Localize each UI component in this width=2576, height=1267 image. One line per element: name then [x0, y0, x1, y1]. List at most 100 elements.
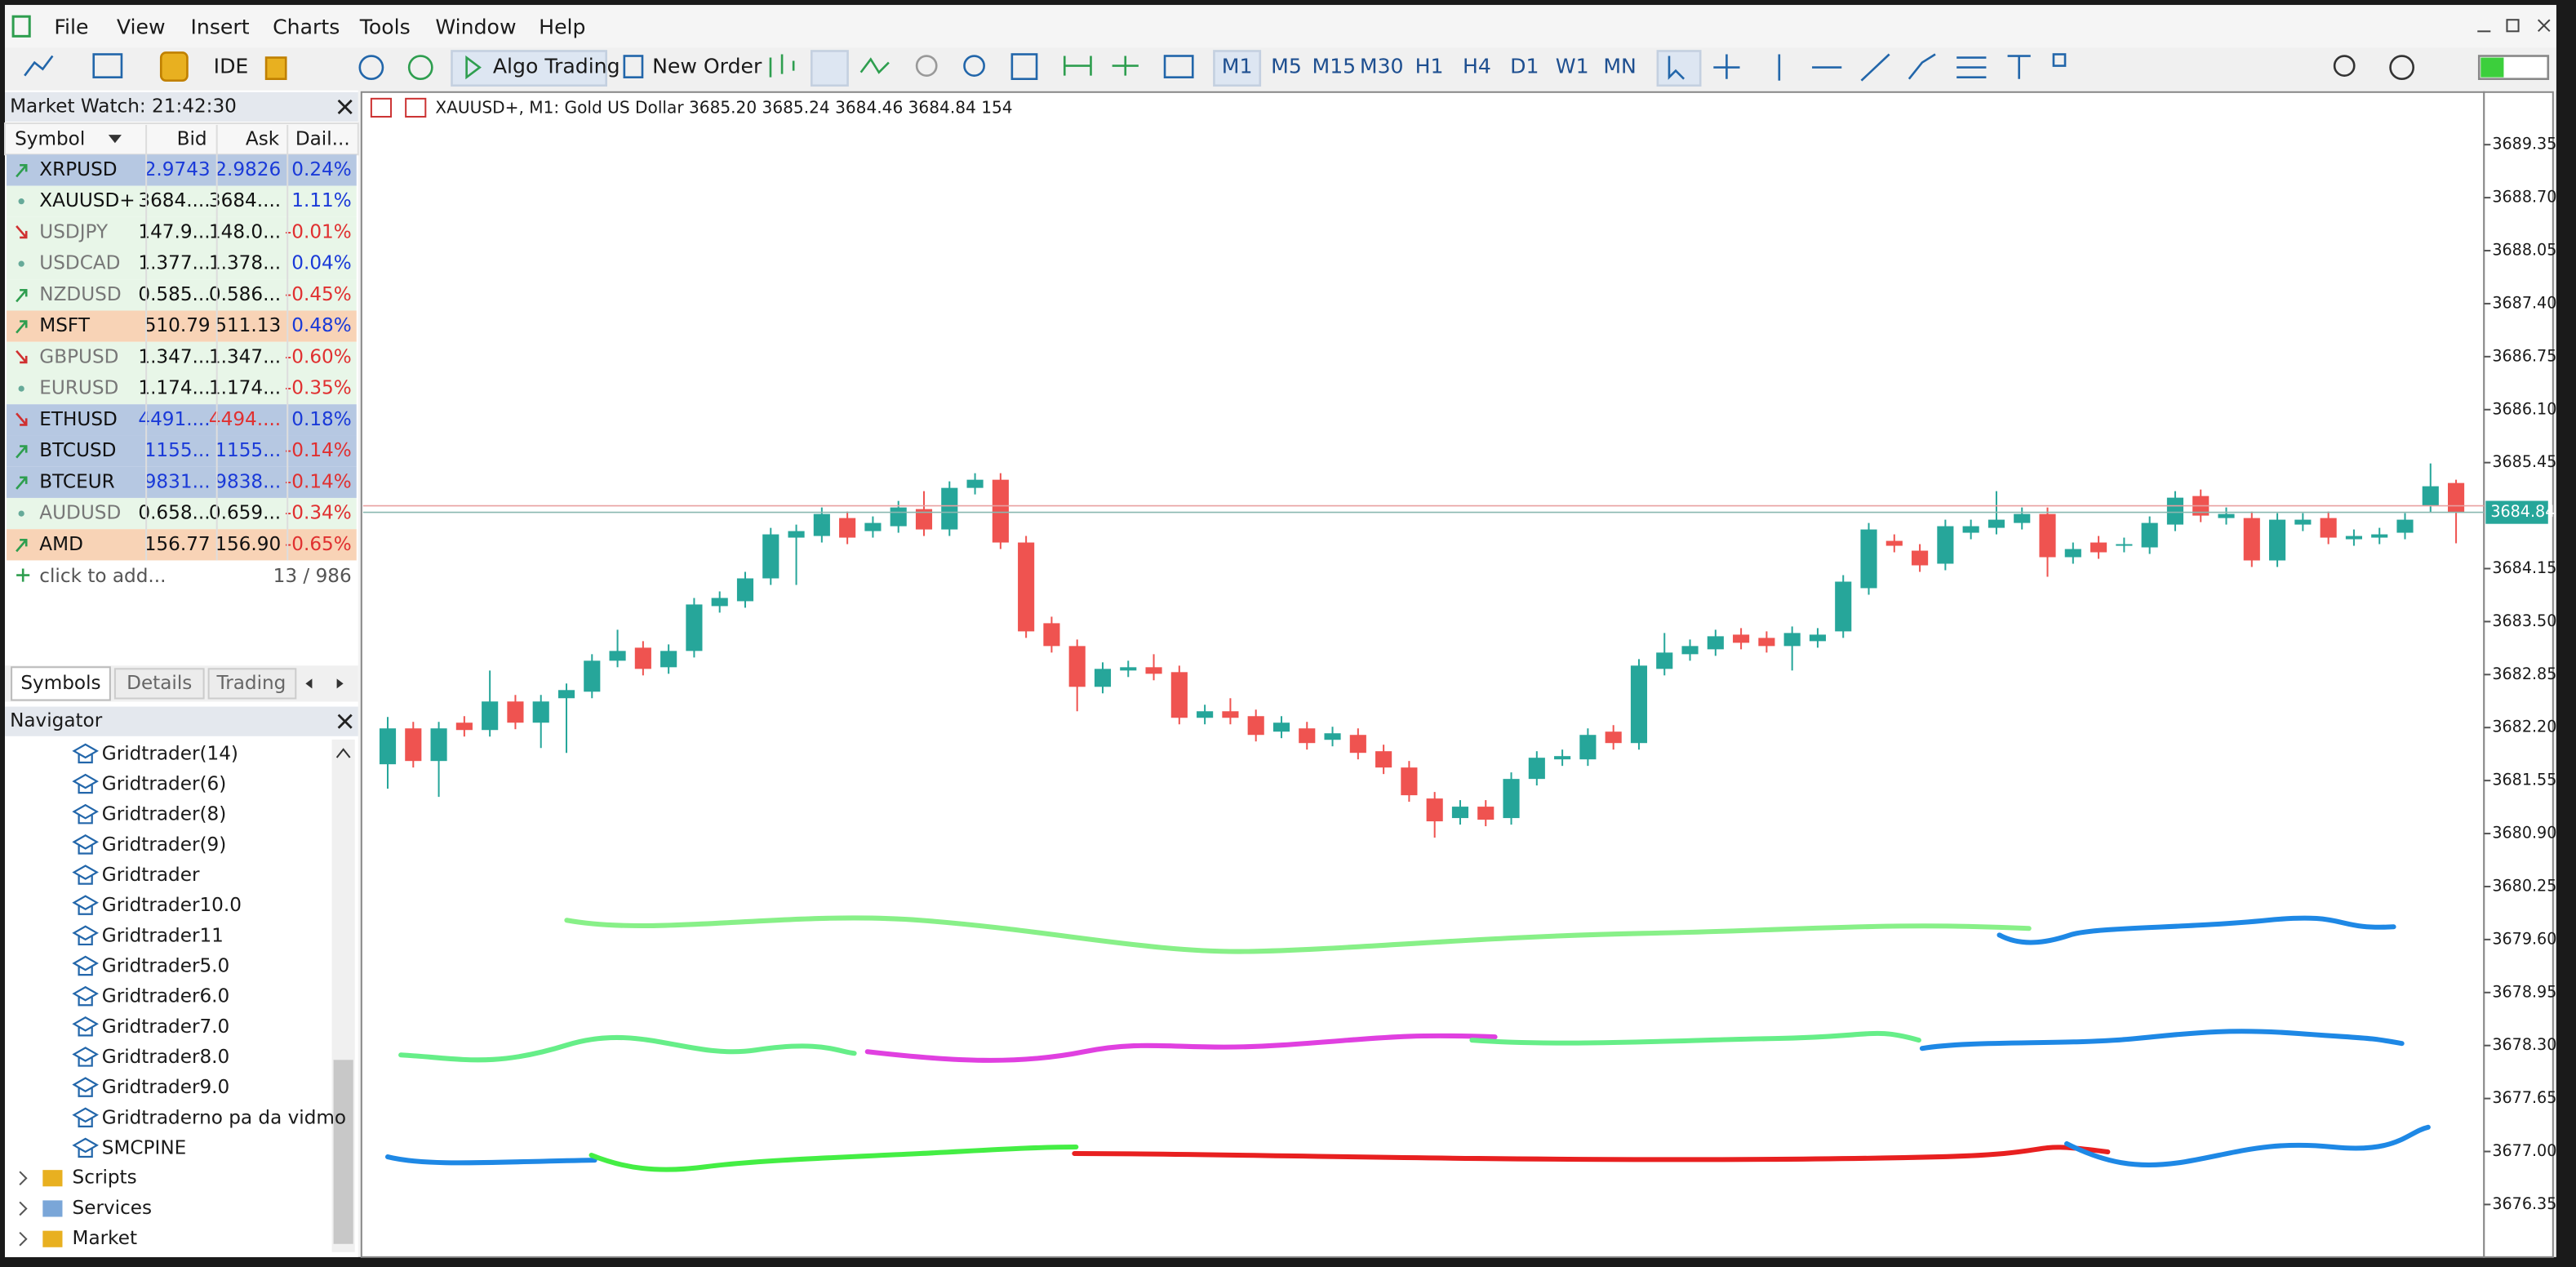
candles-button[interactable] — [810, 50, 849, 87]
navigator-item[interactable]: Gridtrader11 — [102, 925, 224, 946]
timeframe[interactable]: D1 — [1510, 55, 1539, 78]
shapes-icon[interactable] — [2052, 53, 2067, 67]
tile-icon[interactable] — [1010, 53, 1038, 81]
row-background[interactable] — [7, 279, 357, 311]
row-background[interactable] — [7, 497, 357, 530]
navigator-item[interactable]: Gridtrader7.0 — [102, 1016, 229, 1038]
menu-item[interactable]: View — [117, 15, 166, 38]
navigator-item[interactable]: Gridtraderno pa da vidmo — [102, 1107, 346, 1128]
candle-body — [2166, 497, 2184, 525]
navigator-item[interactable]: Gridtrader8.0 — [102, 1047, 229, 1068]
row-background[interactable] — [7, 404, 357, 436]
row-background[interactable] — [7, 529, 357, 561]
tab-label[interactable]: Details — [127, 673, 192, 694]
candle-body — [1630, 665, 1648, 744]
navigator-item[interactable]: Gridtrader(9) — [102, 834, 226, 856]
navigator-folder[interactable]: Services — [73, 1198, 153, 1219]
add-icon[interactable] — [16, 568, 30, 582]
add-symbol[interactable]: click to add... — [39, 566, 166, 587]
timeframe[interactable]: H4 — [1463, 55, 1491, 78]
cursor-button[interactable] — [1656, 50, 1702, 87]
new-order-icon[interactable] — [623, 55, 644, 78]
profiles-icon[interactable] — [92, 53, 123, 78]
fibo-icon[interactable] — [1956, 56, 1987, 78]
row-background[interactable] — [7, 372, 357, 405]
price-tick-label: 3682.20 — [2492, 718, 2556, 736]
ask: 0.586... — [209, 284, 281, 305]
row-background[interactable] — [7, 341, 357, 373]
scroll-icon[interactable] — [1063, 56, 1092, 76]
dollar-icon[interactable] — [159, 51, 189, 82]
menu-item[interactable]: File — [54, 15, 88, 38]
navigator-item[interactable]: Gridtrader10.0 — [102, 895, 242, 916]
navigator-item[interactable]: Gridtrader6.0 — [102, 986, 229, 1007]
navigator-folder[interactable]: Scripts — [73, 1167, 137, 1189]
timeframe[interactable]: M5 — [1271, 55, 1302, 78]
navigator-item[interactable]: Gridtrader9.0 — [102, 1077, 229, 1098]
trendline-icon[interactable] — [1860, 53, 1890, 82]
zoom-out-icon[interactable] — [963, 55, 985, 77]
chart-type-icon[interactable] — [405, 97, 427, 118]
tab-label[interactable]: Trading — [216, 673, 286, 694]
timeframe[interactable]: MN — [1603, 55, 1636, 78]
navigator-item[interactable]: Gridtrader(6) — [102, 774, 226, 795]
shift-icon[interactable] — [1112, 56, 1139, 76]
new-order-label[interactable]: New Order — [652, 55, 762, 78]
timeframe[interactable]: M30 — [1360, 55, 1404, 78]
row-background[interactable] — [7, 216, 357, 249]
navigator-item[interactable]: SMCPINE — [102, 1137, 186, 1158]
candle-body — [2422, 486, 2439, 506]
search-icon[interactable] — [2333, 55, 2356, 77]
tab-label[interactable]: Symbols — [20, 673, 100, 694]
menu-item[interactable]: Insert — [190, 15, 249, 38]
navigator-folder[interactable]: Market — [73, 1228, 137, 1249]
new-chart-icon[interactable] — [24, 55, 54, 77]
crosshair-icon[interactable] — [1713, 54, 1740, 79]
screenshot-icon[interactable] — [1163, 55, 1194, 78]
close[interactable] — [2537, 19, 2551, 33]
line-chart-icon[interactable] — [859, 57, 890, 74]
toolbar-icons — [24, 50, 2550, 87]
navigator-item[interactable]: Gridtrader(8) — [102, 804, 226, 825]
m1-button[interactable] — [1213, 50, 1262, 87]
text-icon[interactable] — [2007, 55, 2031, 79]
daily-change: 0.18% — [291, 409, 351, 430]
timeframe[interactable]: M1 — [1222, 55, 1253, 78]
market-icon[interactable] — [264, 56, 287, 81]
restore[interactable] — [2506, 19, 2520, 33]
account-icon[interactable] — [2389, 55, 2415, 81]
cloud-icon[interactable] — [358, 55, 384, 81]
navigator-item[interactable]: Gridtrader — [102, 865, 200, 886]
scrollbar-thumb[interactable] — [333, 1060, 353, 1244]
bar-chart-icon[interactable] — [769, 54, 795, 78]
expand-arrow[interactable] — [19, 1231, 28, 1247]
navigator-item[interactable]: Gridtrader(14) — [102, 743, 238, 764]
scroll-up[interactable] — [335, 748, 351, 758]
row-background[interactable] — [7, 185, 357, 217]
ide-button[interactable]: IDE — [214, 55, 249, 78]
row-background[interactable] — [7, 248, 357, 280]
row-background[interactable] — [7, 154, 357, 186]
row-background[interactable] — [7, 435, 357, 467]
row-background[interactable] — [7, 310, 357, 342]
channel-icon[interactable] — [1908, 53, 1936, 80]
menu-item[interactable]: Help — [539, 15, 585, 38]
daily-change: 0.24% — [291, 159, 351, 180]
algo-trading-label[interactable]: Algo Trading — [493, 55, 620, 78]
zoom-in-icon[interactable] — [915, 55, 938, 77]
navigator-item[interactable]: Gridtrader5.0 — [102, 956, 229, 977]
vps-icon[interactable] — [407, 55, 433, 81]
menu-item[interactable]: Charts — [273, 15, 340, 38]
timeframe[interactable]: M15 — [1312, 55, 1357, 78]
market-watch-close[interactable] — [337, 99, 353, 114]
chart-menu-icon[interactable] — [370, 97, 393, 118]
chart-header: XAUUSD+, M1: Gold US Dollar 3685.20 3685… — [435, 97, 1012, 117]
row-background[interactable] — [7, 466, 357, 498]
expand-arrow[interactable] — [19, 1201, 28, 1216]
menu-item[interactable]: Window — [435, 15, 516, 38]
timeframe[interactable]: W1 — [1556, 55, 1589, 78]
timeframe[interactable]: H1 — [1415, 55, 1444, 78]
menu-item[interactable]: Tools — [359, 15, 411, 38]
expand-arrow[interactable] — [19, 1171, 28, 1185]
navigator-close[interactable] — [337, 714, 353, 729]
